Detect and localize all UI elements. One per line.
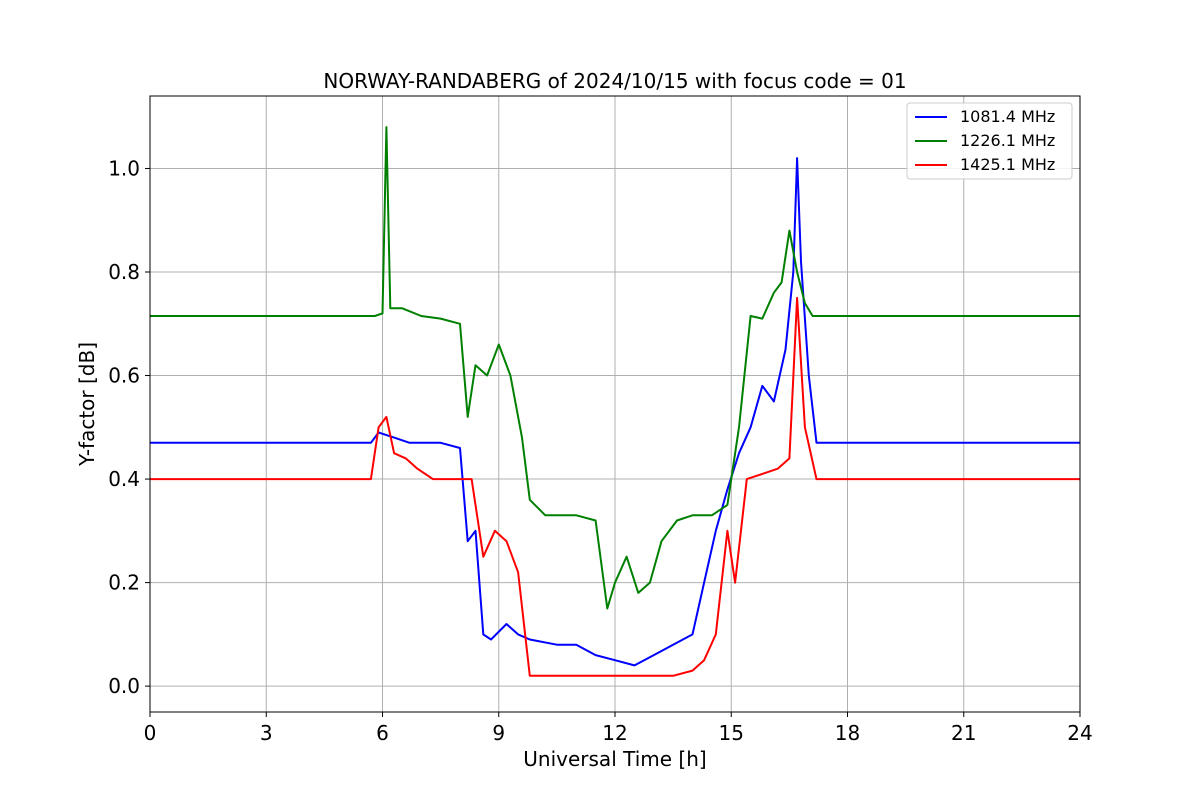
series-line-1 (150, 126, 1080, 610)
legend-box (906, 102, 1073, 180)
y-axis-label: Y-factor [dB] (75, 342, 99, 467)
x-tick-label: 24 (1067, 721, 1092, 745)
x-tick-label: 9 (492, 721, 505, 745)
series-lines (150, 126, 1080, 677)
x-tick-label: 21 (951, 721, 976, 745)
y-tick-label: 0.2 (108, 571, 140, 595)
y-tick-label: 0.0 (108, 674, 140, 698)
x-axis: 0 3 6 9 12 15 18 21 24 (144, 712, 1093, 745)
legend-label: 1226.1 MHz (960, 131, 1055, 150)
x-tick-label: 6 (376, 721, 389, 745)
legend: 1081.4 MHz 1226.1 MHz 1425.1 MHz (906, 102, 1073, 180)
x-tick-label: 15 (719, 721, 744, 745)
y-tick-label: 1.0 (108, 156, 140, 180)
x-axis-label: Universal Time [h] (523, 747, 706, 771)
x-tick-label: 12 (602, 721, 627, 745)
chart-title: NORWAY-RANDABERG of 2024/10/15 with focu… (323, 69, 906, 93)
series-line-2 (150, 296, 1080, 677)
y-tick-label: 0.8 (108, 260, 140, 284)
legend-label: 1081.4 MHz (960, 107, 1055, 126)
grid-lines (149, 96, 1081, 712)
x-tick-label: 3 (260, 721, 273, 745)
y-tick-label: 0.6 (108, 364, 140, 388)
x-tick-label: 18 (835, 721, 860, 745)
x-tick-label: 0 (144, 721, 157, 745)
legend-label: 1425.1 MHz (960, 155, 1055, 174)
y-tick-label: 0.4 (108, 467, 140, 491)
y-axis: 0.0 0.2 0.4 0.6 0.8 1.0 (108, 156, 150, 698)
